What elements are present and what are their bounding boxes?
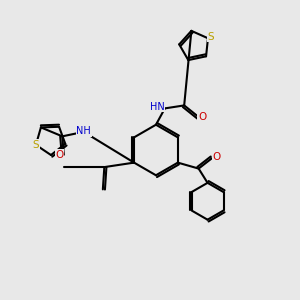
Text: S: S xyxy=(33,140,39,150)
Text: S: S xyxy=(208,32,214,42)
Text: NH: NH xyxy=(76,126,91,136)
Text: O: O xyxy=(55,150,64,160)
Text: O: O xyxy=(212,152,220,162)
Text: O: O xyxy=(198,112,206,122)
Text: HN: HN xyxy=(150,102,165,112)
